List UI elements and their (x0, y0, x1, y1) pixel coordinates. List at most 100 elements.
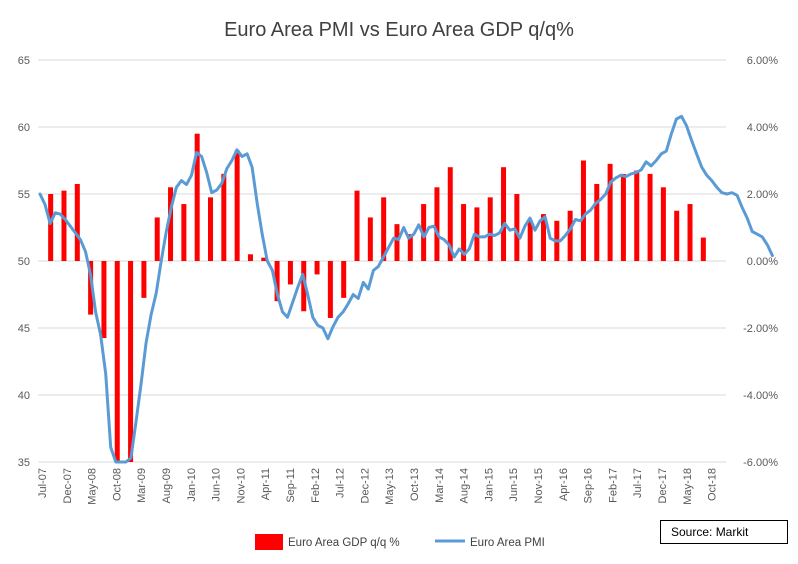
right-tick-label: -4.00% (743, 390, 778, 402)
gdp-bar (541, 214, 546, 261)
x-tick-label: May-08 (87, 468, 99, 505)
x-tick-label: Jul-07 (37, 468, 49, 498)
x-tick-label: Oct-18 (707, 468, 719, 501)
x-tick-label: Feb-17 (607, 468, 619, 503)
gdp-bar (247, 254, 253, 261)
left-tick-label: 60 (18, 122, 30, 134)
x-tick-label: Dec-17 (657, 468, 669, 503)
x-tick-label: Dec-07 (62, 468, 74, 503)
gdp-bar (354, 190, 360, 261)
pmi-line-layer (38, 114, 774, 464)
gdp-bar (407, 234, 413, 261)
gdp-bar (314, 261, 320, 275)
gdp-bar (487, 197, 493, 261)
gdp-bar (620, 173, 626, 261)
gdp-bar (221, 173, 227, 261)
gdp-bar (61, 190, 67, 261)
x-tick-label: Oct-13 (409, 468, 421, 501)
right-tick-label: -2.00% (743, 323, 778, 335)
gdp-bar (114, 261, 120, 462)
x-tick-label: Jun-10 (211, 468, 223, 502)
gdp-bar (461, 204, 467, 261)
gdp-bar (287, 261, 293, 285)
gdp-bar (327, 261, 333, 318)
gdp-bar (194, 133, 200, 261)
gdp-bar (501, 167, 507, 261)
chart-title: Euro Area PMI vs Euro Area GDP q/q% (224, 19, 574, 41)
x-tick-label: Jan-10 (186, 468, 198, 502)
gdp-bar (660, 187, 666, 261)
x-tick-label: Sep-11 (285, 468, 297, 503)
gdp-bar (168, 187, 174, 261)
gdp-bar (394, 224, 400, 261)
gdp-bar (700, 237, 706, 261)
legend: Euro Area GDP q/q % Euro Area PMI (255, 534, 545, 550)
right-tick-label: 4.00% (747, 122, 778, 134)
x-tick-label: Oct-08 (111, 468, 123, 501)
gdp-bar (341, 261, 347, 298)
left-tick-label: 55 (18, 189, 30, 201)
gdp-bar (74, 183, 80, 261)
gdp-bar (687, 204, 693, 261)
right-axis-ticks: -6.00% -4.00% -2.00% 0.00% 2.00% 4.00% 6.00% (743, 55, 778, 469)
x-tick-label: May-18 (682, 468, 694, 505)
gdp-bar (301, 261, 307, 312)
gdp-bar (527, 220, 533, 261)
gdp-bar (261, 257, 267, 261)
x-tick-label: Jun-15 (508, 468, 520, 502)
legend-swatch-gdp (255, 534, 283, 550)
gridlines (38, 59, 726, 463)
x-tick-label: Dec-12 (359, 468, 371, 503)
x-tick-label: Nov-15 (533, 468, 545, 503)
gdp-bar (141, 261, 147, 298)
left-tick-label: 50 (18, 256, 30, 268)
x-tick-label: Jul-12 (335, 468, 347, 498)
pmi-line (38, 114, 774, 464)
left-tick-label: 65 (18, 55, 30, 67)
right-tick-label: -6.00% (743, 457, 778, 469)
gdp-bar (594, 183, 600, 261)
gdp-bar (128, 261, 134, 462)
gdp-bar (181, 204, 187, 261)
x-tick-label: Feb-12 (310, 468, 322, 503)
x-tick-label: Jan-15 (483, 468, 495, 502)
gdp-bar (607, 163, 613, 261)
gdp-bar (434, 187, 440, 261)
x-tick-label: May-13 (384, 468, 396, 505)
gdp-bar (48, 194, 54, 261)
gdp-bar (208, 197, 213, 261)
gdp-bar (447, 167, 453, 261)
x-tick-label: Jul-17 (632, 468, 644, 498)
right-tick-label: 6.00% (747, 55, 778, 67)
left-tick-label: 40 (18, 390, 30, 402)
gdp-bar (647, 173, 653, 261)
x-tick-label: Nov-10 (235, 468, 247, 503)
gdp-bar (634, 170, 640, 261)
x-tick-label: Sep-16 (583, 468, 595, 503)
gdp-bar (234, 150, 240, 261)
gdp-bar (154, 217, 160, 261)
gdp-bar (274, 261, 280, 302)
gdp-bar (514, 194, 520, 261)
legend-label-pmi: Euro Area PMI (470, 537, 545, 549)
left-tick-label: 45 (18, 323, 30, 335)
left-tick-label: 35 (18, 457, 30, 469)
x-tick-label: Aug-09 (161, 468, 173, 503)
source-note: Source: Markit (660, 520, 788, 544)
left-axis-ticks: 35 40 45 50 55 60 65 (18, 55, 30, 469)
x-axis-ticks: Jul-07 Dec-07 May-08 Oct-08 Mar-09 Aug-09 Jan-… (37, 468, 719, 505)
x-tick-label: Apr-16 (558, 468, 570, 501)
right-tick-label: 2.00% (747, 189, 778, 201)
x-tick-label: Aug-14 (459, 468, 471, 503)
right-tick-label: 0.00% (747, 256, 778, 268)
gdp-bar (580, 160, 586, 261)
legend-label-gdp: Euro Area GDP q/q % (288, 537, 400, 549)
x-tick-label: Mar-14 (434, 468, 446, 503)
gdp-bar (674, 210, 680, 261)
gdp-bars (48, 133, 706, 462)
gdp-bar (88, 261, 94, 315)
gdp-bar (567, 210, 573, 261)
x-tick-label: Apr-11 (260, 468, 272, 500)
gdp-bar (101, 261, 107, 339)
